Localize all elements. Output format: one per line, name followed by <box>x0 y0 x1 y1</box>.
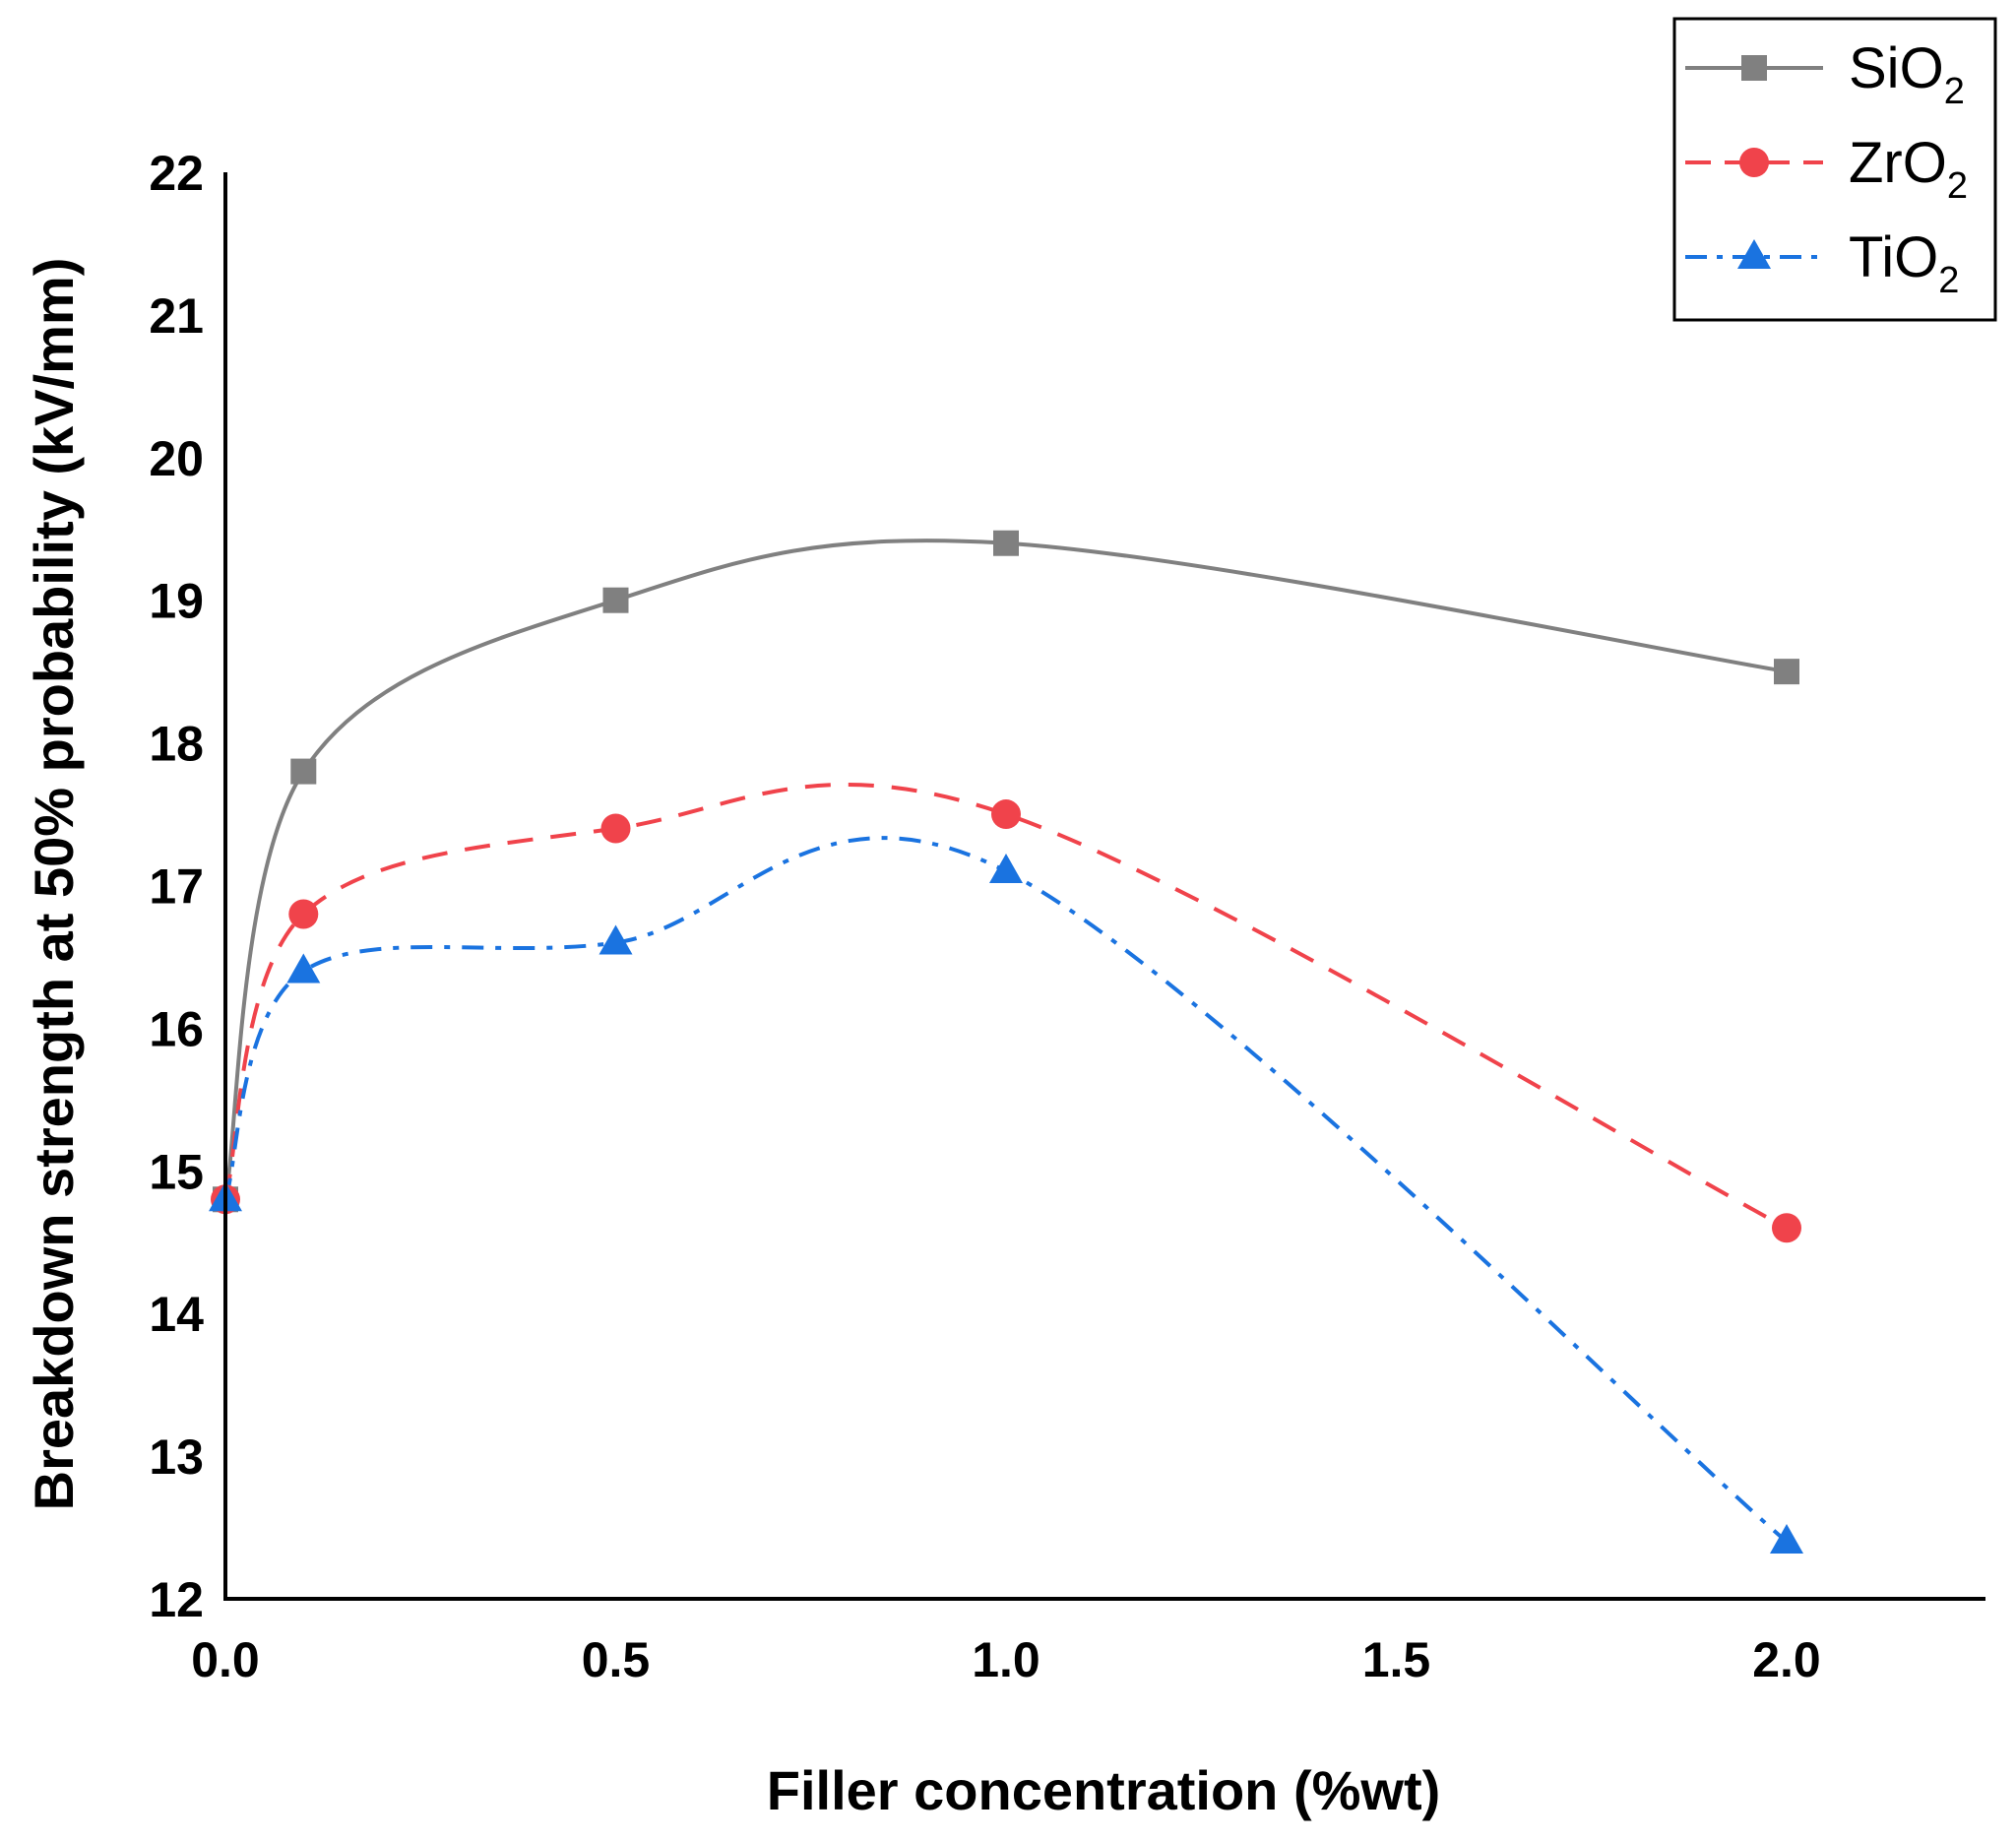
y-tick-labels: 12 13 14 15 16 17 18 19 20 21 22 <box>149 146 204 1627</box>
x-tick-label-0.0: 0.0 <box>191 1632 260 1687</box>
x-axis-title: Filler concentration (%wt) <box>767 1759 1441 1821</box>
y-axis-title: Breakdown strength at 50% probability (k… <box>23 258 85 1511</box>
x-tick-label-0.5: 0.5 <box>582 1632 651 1687</box>
point-tio2-0.1 <box>286 953 321 984</box>
series-markers <box>209 530 1803 1555</box>
legend-label-sio2: SiO2 <box>1849 36 1965 112</box>
legend-marker-zro2 <box>1739 148 1769 177</box>
x-tick-label-1.0: 1.0 <box>972 1632 1040 1687</box>
legend-label-zro2: ZrO2 <box>1849 131 1968 207</box>
y-tick-label-20: 20 <box>149 431 204 486</box>
point-zro2-1 <box>991 799 1021 830</box>
point-tio2-2 <box>1770 1524 1803 1555</box>
legend-label-tio2: TiO2 <box>1849 225 1959 301</box>
y-tick-label-19: 19 <box>149 574 204 629</box>
legend-marker-tio2 <box>1737 239 1771 269</box>
legend-marker-sio2 <box>1741 55 1767 81</box>
y-tick-label-15: 15 <box>149 1144 204 1199</box>
series-line-sio2 <box>223 539 1788 1200</box>
axes <box>223 172 1985 1601</box>
point-tio2-1 <box>989 854 1023 884</box>
series-lines <box>223 539 1789 1544</box>
y-tick-label-14: 14 <box>149 1287 204 1342</box>
y-tick-label-17: 17 <box>149 859 204 915</box>
y-tick-label-21: 21 <box>149 288 204 344</box>
point-sio2-0.1 <box>290 758 317 785</box>
y-tick-label-13: 13 <box>149 1429 204 1485</box>
point-sio2-2 <box>1774 659 1799 685</box>
point-zro2-2 <box>1772 1213 1801 1243</box>
point-sio2-0.5 <box>602 587 629 613</box>
y-tick-label-18: 18 <box>149 717 204 772</box>
y-tick-label-22: 22 <box>149 146 204 201</box>
y-tick-label-12: 12 <box>149 1572 204 1627</box>
point-tio2-0.5 <box>598 924 633 955</box>
series-line-tio2 <box>223 836 1789 1544</box>
point-sio2-1 <box>993 530 1019 556</box>
series-line-zro2 <box>223 782 1788 1231</box>
x-tick-labels: 0.0 0.5 1.0 1.5 2.0 <box>191 1632 1821 1687</box>
legend: SiO2 ZrO2 TiO2 <box>1672 17 1997 322</box>
point-zro2-0.1 <box>288 899 319 929</box>
point-zro2-0.5 <box>600 813 631 844</box>
x-tick-label-1.5: 1.5 <box>1362 1632 1431 1687</box>
y-tick-label-16: 16 <box>149 1001 204 1056</box>
x-tick-label-2.0: 2.0 <box>1752 1632 1821 1687</box>
